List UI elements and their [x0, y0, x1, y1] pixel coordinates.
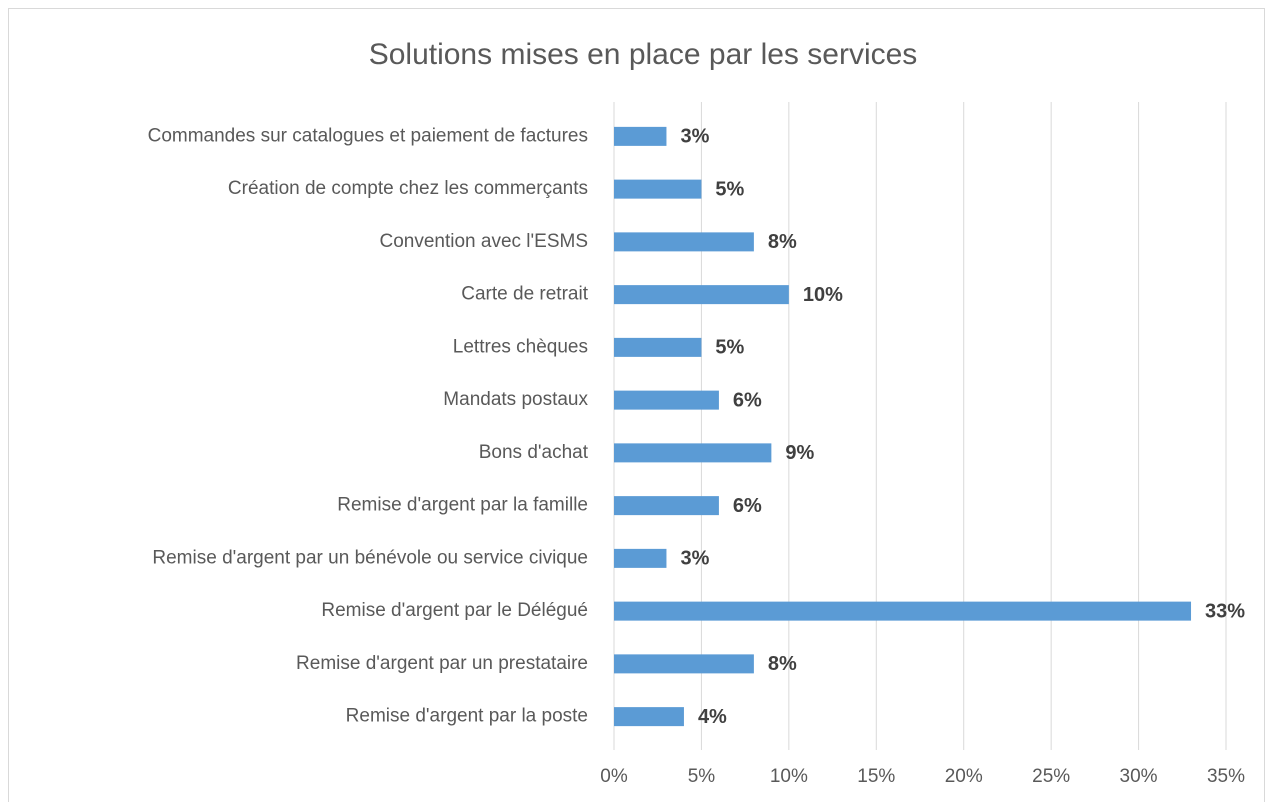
- data-label: 10%: [803, 284, 843, 306]
- y-tick-label: Lettres chèques: [453, 336, 588, 357]
- y-tick-label: Remise d'argent par la famille: [337, 495, 588, 516]
- x-tick-label: 0%: [600, 766, 628, 787]
- y-tick-label: Convention avec l'ESMS: [379, 231, 588, 252]
- bar: [614, 390, 719, 410]
- bar: [614, 654, 754, 674]
- data-label: 5%: [715, 337, 744, 359]
- y-tick-label: Remise d'argent par un prestataire: [296, 653, 588, 674]
- bar: [614, 337, 702, 357]
- data-label: 6%: [733, 495, 762, 517]
- data-label: 8%: [768, 653, 797, 675]
- x-tick-label: 10%: [770, 766, 808, 787]
- x-tick-label: 5%: [688, 766, 716, 787]
- bar: [614, 285, 789, 305]
- bar: [614, 496, 719, 516]
- data-label: 3%: [680, 548, 709, 570]
- data-label: 5%: [715, 178, 744, 200]
- bar: [614, 443, 772, 463]
- bar: [614, 601, 1192, 621]
- x-tick-label: 35%: [1207, 766, 1245, 787]
- y-tick-label: Remise d'argent par le Délégué: [321, 600, 588, 621]
- bar: [614, 232, 754, 252]
- x-tick-label: 30%: [1120, 766, 1158, 787]
- x-tick-label: 20%: [945, 766, 983, 787]
- data-label: 33%: [1205, 600, 1245, 622]
- data-label: 4%: [698, 706, 727, 728]
- y-tick-label: Commandes sur catalogues et paiement de …: [148, 125, 588, 146]
- y-tick-label: Mandats postaux: [443, 389, 588, 410]
- bar: [614, 179, 702, 199]
- bar: [614, 548, 667, 568]
- data-label: 8%: [768, 231, 797, 253]
- x-tick-label: 15%: [857, 766, 895, 787]
- y-tick-label: Remise d'argent par la poste: [346, 706, 588, 727]
- data-label: 3%: [680, 126, 709, 148]
- chart-title: Solutions mises en place par les service…: [369, 38, 918, 71]
- x-tick-label: 25%: [1032, 766, 1070, 787]
- y-tick-label: Bons d'achat: [479, 442, 589, 463]
- y-tick-label: Création de compte chez les commerçants: [228, 178, 588, 199]
- data-label: 9%: [785, 442, 814, 464]
- bar: [614, 126, 667, 146]
- y-tick-label: Remise d'argent par un bénévole ou servi…: [152, 547, 588, 568]
- data-label: 6%: [733, 389, 762, 411]
- y-tick-label: Carte de retrait: [461, 284, 588, 305]
- bar: [614, 707, 684, 727]
